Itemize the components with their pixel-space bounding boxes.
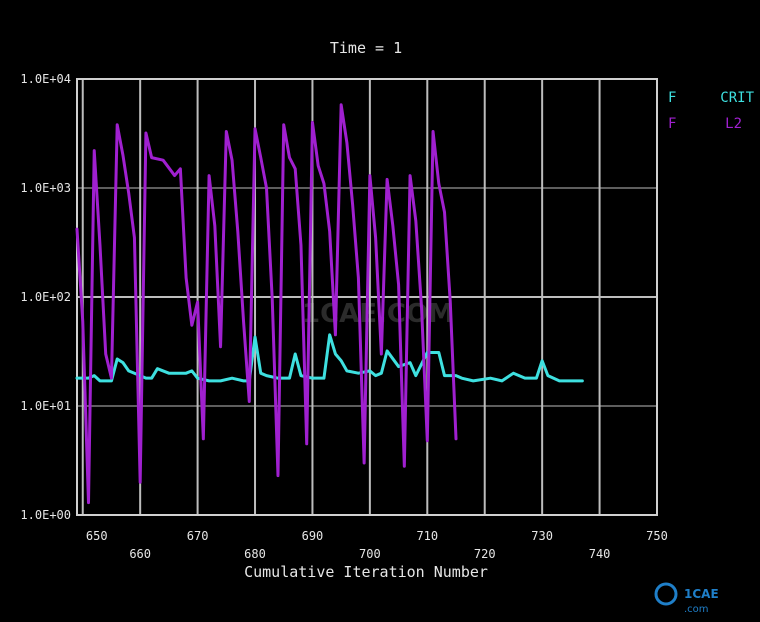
x-tick-label: 670 — [187, 529, 209, 543]
x-tick-label: 750 — [646, 529, 668, 543]
legend-crit-right: CRIT — [720, 90, 754, 106]
y-tick-label: 1.0E+01 — [20, 399, 71, 413]
legend-l2-left: F — [668, 116, 676, 132]
legend-crit-left: F — [668, 90, 676, 106]
x-tick-label: 710 — [416, 529, 438, 543]
plot-border — [76, 78, 658, 516]
y-tick-labels: 1.0E+00 1.0E+01 1.0E+02 1.0E+03 1.0E+04 — [20, 72, 71, 522]
x-tick-label: 690 — [302, 529, 324, 543]
svg-text:.com: .com — [684, 604, 709, 615]
x-tick-label: 730 — [531, 529, 553, 543]
y-tick-label: 1.0E+00 — [20, 508, 71, 522]
series-l2-line — [75, 103, 458, 505]
series-layer — [75, 103, 584, 505]
legend: F CRIT F L2 — [668, 90, 755, 132]
svg-text:1CAE: 1CAE — [684, 587, 719, 601]
y-tick-label: 1.0E+04 — [20, 72, 71, 86]
x-tick-label: 660 — [129, 547, 151, 561]
x-tick-labels: 650 660 670 680 690 700 710 720 730 740 750 — [86, 529, 668, 561]
plot-frame — [76, 78, 658, 516]
series-crit-line — [75, 333, 584, 383]
chart-title: Time = 1 — [330, 39, 402, 57]
y-tick-label: 1.0E+02 — [20, 290, 71, 304]
x-tick-label: 720 — [474, 547, 496, 561]
x-tick-label: 680 — [244, 547, 266, 561]
corner-logo: 1CAE .com — [644, 576, 754, 616]
legend-l2-right: L2 — [725, 116, 742, 132]
y-tick-label: 1.0E+03 — [20, 181, 71, 195]
x-axis-label: Cumulative Iteration Number — [244, 563, 488, 581]
x-tick-label: 700 — [359, 547, 381, 561]
x-tick-label: 650 — [86, 529, 108, 543]
x-tick-label: 740 — [589, 547, 611, 561]
